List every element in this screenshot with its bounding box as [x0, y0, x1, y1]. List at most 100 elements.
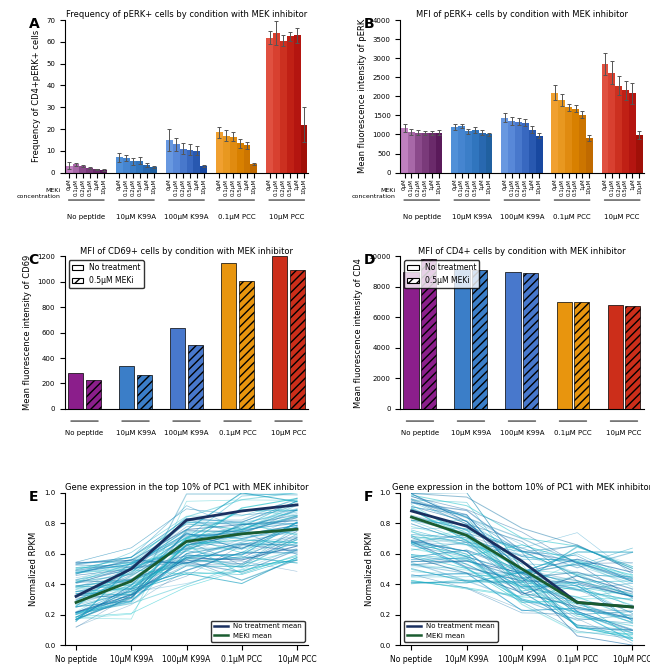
- Y-axis label: Mean fluorescence intensity of pERK: Mean fluorescence intensity of pERK: [358, 19, 367, 173]
- Bar: [294, 36, 300, 173]
- Bar: [66, 165, 73, 173]
- Y-axis label: Frequency of CD4+pERK+ cells: Frequency of CD4+pERK+ cells: [32, 30, 41, 163]
- Bar: [166, 140, 173, 173]
- Bar: [86, 380, 101, 409]
- Bar: [194, 151, 200, 173]
- Bar: [574, 302, 590, 409]
- Bar: [636, 135, 643, 173]
- Bar: [536, 136, 543, 173]
- Text: D: D: [364, 253, 376, 267]
- Text: 100μM K99A: 100μM K99A: [164, 430, 209, 436]
- Bar: [622, 90, 629, 173]
- Title: MFI of pERK+ cells by condition with MEK inhibitor: MFI of pERK+ cells by condition with MEK…: [416, 10, 628, 19]
- Text: 0.1μM PCC: 0.1μM PCC: [553, 214, 591, 220]
- Text: MEKi
concentration: MEKi concentration: [16, 188, 60, 199]
- Text: F: F: [364, 490, 374, 503]
- Text: No peptide: No peptide: [67, 214, 105, 220]
- Bar: [229, 136, 237, 173]
- Bar: [129, 161, 136, 173]
- Bar: [79, 166, 86, 173]
- Bar: [451, 127, 458, 173]
- Text: 10μM PCC: 10μM PCC: [271, 430, 306, 436]
- Text: 10μM PCC: 10μM PCC: [606, 430, 642, 436]
- Bar: [558, 100, 566, 173]
- Bar: [408, 132, 415, 173]
- Bar: [415, 132, 422, 173]
- Bar: [173, 144, 179, 173]
- Text: 100μM K99A: 100μM K99A: [500, 430, 544, 436]
- Text: 0.1μM PCC: 0.1μM PCC: [554, 430, 592, 436]
- Bar: [579, 115, 586, 173]
- Bar: [422, 133, 428, 173]
- Bar: [556, 302, 572, 409]
- Bar: [266, 38, 273, 173]
- Title: MFI of CD69+ cells by condition with MEK inhibitor: MFI of CD69+ cells by condition with MEK…: [80, 247, 293, 255]
- Bar: [73, 165, 79, 173]
- Bar: [629, 93, 636, 173]
- Bar: [608, 305, 623, 409]
- Bar: [136, 161, 143, 173]
- Y-axis label: Mean fluorescence intensity of CD4: Mean fluorescence intensity of CD4: [354, 257, 363, 408]
- Bar: [572, 109, 579, 173]
- Text: 100μM K99A: 100μM K99A: [500, 214, 544, 220]
- Bar: [221, 263, 237, 409]
- Bar: [290, 270, 305, 409]
- Bar: [404, 271, 419, 409]
- Bar: [625, 306, 640, 409]
- Bar: [479, 132, 486, 173]
- Bar: [116, 157, 123, 173]
- Text: No peptide: No peptide: [401, 430, 439, 436]
- Bar: [586, 138, 593, 173]
- Legend: No treatment mean, MEKi mean: No treatment mean, MEKi mean: [211, 621, 305, 642]
- Text: 10μM K99A: 10μM K99A: [116, 430, 155, 436]
- Bar: [501, 118, 508, 173]
- Bar: [506, 271, 521, 409]
- Bar: [300, 125, 307, 173]
- Bar: [143, 165, 150, 173]
- Text: A: A: [29, 17, 39, 31]
- Bar: [119, 366, 135, 409]
- Legend: No treatment, 0.5μM MEKi: No treatment, 0.5μM MEKi: [69, 260, 144, 288]
- Bar: [200, 166, 207, 173]
- Bar: [244, 145, 250, 173]
- Bar: [187, 150, 194, 173]
- Bar: [273, 33, 280, 173]
- Bar: [188, 345, 203, 409]
- Text: 10μM K99A: 10μM K99A: [116, 214, 157, 220]
- Title: Gene expression in the top 10% of PC1 with MEK inhibitor: Gene expression in the top 10% of PC1 wi…: [65, 483, 308, 492]
- Bar: [608, 73, 616, 173]
- Bar: [250, 164, 257, 173]
- Bar: [508, 121, 515, 173]
- Legend: No treatment, 0.5μM MEKi: No treatment, 0.5μM MEKi: [404, 260, 480, 288]
- Text: 10μM K99A: 10μM K99A: [452, 214, 492, 220]
- Title: Gene expression in the bottom 10% of PC1 with MEK inhibitor: Gene expression in the bottom 10% of PC1…: [392, 483, 650, 492]
- Bar: [123, 158, 129, 173]
- Bar: [287, 36, 294, 173]
- Bar: [515, 122, 522, 173]
- Text: 10μM PCC: 10μM PCC: [269, 214, 304, 220]
- Bar: [237, 143, 244, 173]
- Bar: [551, 93, 558, 173]
- Bar: [454, 269, 470, 409]
- Bar: [601, 64, 608, 173]
- Legend: No treatment mean, MEKi mean: No treatment mean, MEKi mean: [404, 621, 498, 642]
- Bar: [150, 167, 157, 173]
- Text: C: C: [29, 253, 39, 267]
- Text: 0.1μM PCC: 0.1μM PCC: [218, 214, 255, 220]
- Bar: [100, 170, 107, 173]
- Y-axis label: Mean fluorescence intensity of CD69: Mean fluorescence intensity of CD69: [23, 255, 32, 411]
- Bar: [216, 132, 223, 173]
- Bar: [522, 123, 529, 173]
- Bar: [223, 136, 229, 173]
- Bar: [170, 328, 185, 409]
- Bar: [280, 41, 287, 173]
- Text: B: B: [364, 17, 374, 31]
- Text: E: E: [29, 490, 38, 503]
- Text: No peptide: No peptide: [66, 430, 103, 436]
- Y-axis label: Normalized RPKM: Normalized RPKM: [365, 532, 374, 606]
- Bar: [472, 270, 488, 409]
- Text: No peptide: No peptide: [403, 214, 441, 220]
- Text: MEKi
concentration: MEKi concentration: [352, 188, 396, 199]
- Text: 100μM K99A: 100μM K99A: [164, 214, 209, 220]
- Bar: [136, 375, 152, 409]
